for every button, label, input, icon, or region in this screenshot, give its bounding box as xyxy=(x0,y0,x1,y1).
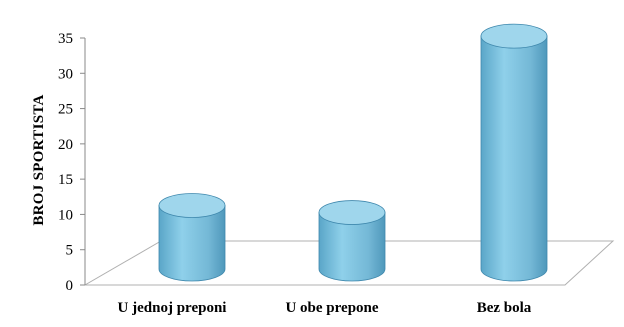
chart-floor xyxy=(83,240,615,286)
bar-body xyxy=(318,212,386,282)
bar-0 xyxy=(158,193,226,282)
bar-top xyxy=(158,193,226,218)
bar-top xyxy=(480,23,548,49)
bar-1 xyxy=(318,200,386,282)
bar-body xyxy=(480,35,548,282)
bar-body xyxy=(158,205,226,282)
y-tick-label: 15 xyxy=(58,172,73,188)
y-tick-label: 20 xyxy=(58,137,73,153)
y-tick-label: 5 xyxy=(66,243,74,259)
y-tick-label: 35 xyxy=(58,31,73,47)
y-tick-label: 10 xyxy=(58,207,73,223)
y-axis: 0 5 10 15 20 25 30 35 xyxy=(58,31,86,294)
y-tick-label: 25 xyxy=(58,102,73,118)
bar-2 xyxy=(480,23,548,282)
y-axis-title: BROJ SPORTISTA xyxy=(31,94,47,225)
y-tick-label: 30 xyxy=(58,66,73,82)
bars xyxy=(158,23,548,282)
bar-top xyxy=(318,200,386,225)
x-category-label: Bez bola xyxy=(477,300,532,316)
y-tick-label: 0 xyxy=(66,278,74,294)
x-category-label: U obe prepone xyxy=(285,300,378,316)
floor-plane xyxy=(83,240,615,286)
x-category-label: U jednoj preponi xyxy=(118,300,227,316)
category-labels: U jednoj preponi U obe prepone Bez bola xyxy=(118,300,532,316)
